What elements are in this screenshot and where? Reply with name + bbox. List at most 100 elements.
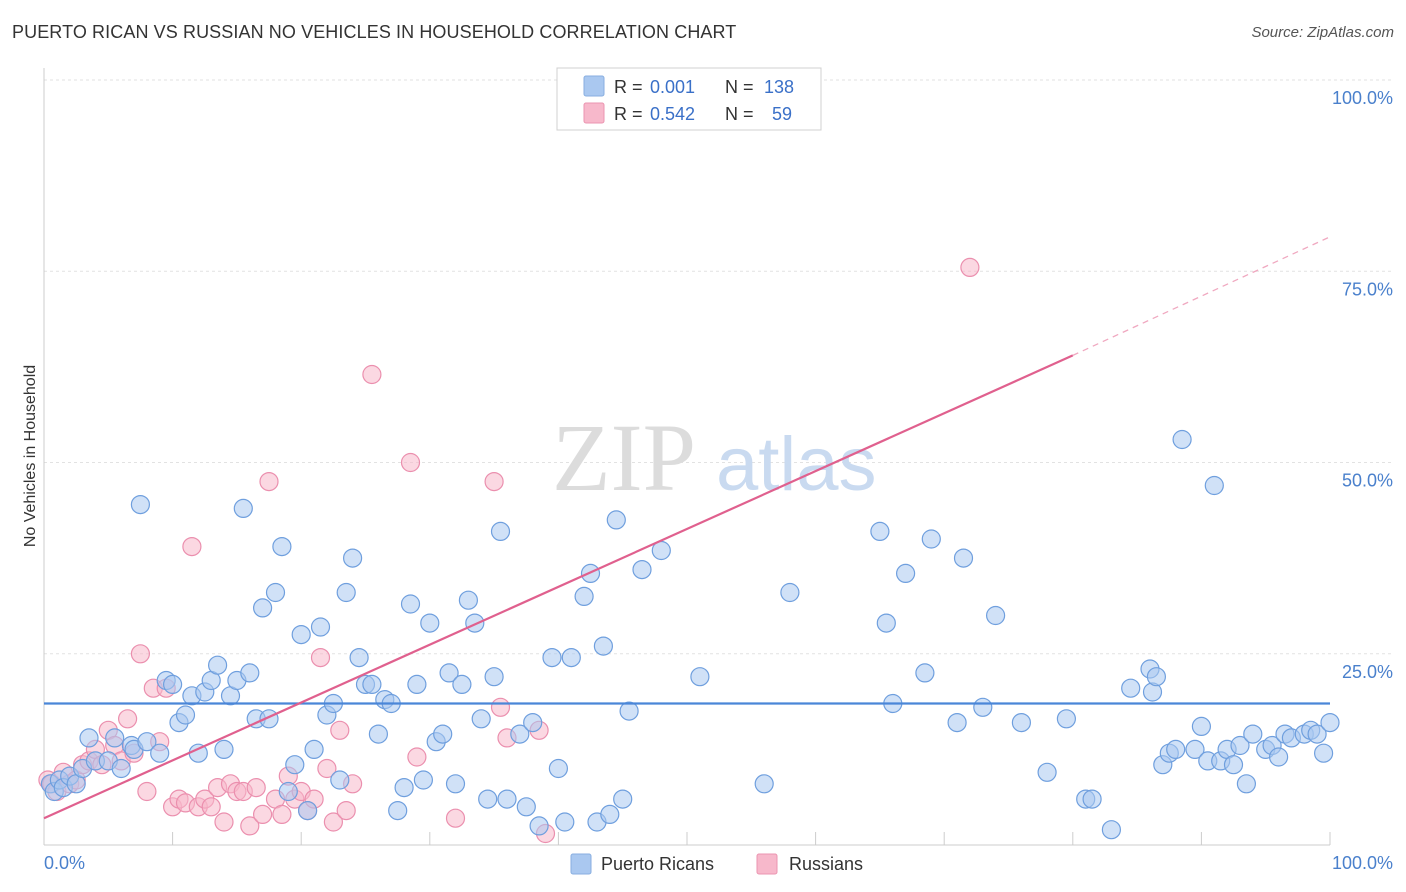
data-point-russian xyxy=(490,697,511,717)
data-point-puerto-rican xyxy=(330,770,350,790)
data-point-puerto-rican xyxy=(1172,429,1192,450)
data-point-puerto-rican xyxy=(79,728,99,748)
data-point-puerto-rican xyxy=(490,521,511,542)
data-point-russian xyxy=(259,472,279,492)
y-tick-label: 75.0% xyxy=(1342,279,1393,299)
trend-lines xyxy=(43,236,1331,820)
trend-line-russians xyxy=(43,354,1074,820)
watermark-zip: ZIP xyxy=(552,404,696,511)
data-point-puerto-rican xyxy=(452,674,472,695)
data-point-puerto-rican xyxy=(921,529,941,549)
data-point-puerto-rican xyxy=(1236,774,1257,794)
data-point-russian xyxy=(182,536,202,557)
data-point-puerto-rican xyxy=(310,617,331,637)
data-point-puerto-rican xyxy=(458,590,478,610)
data-point-puerto-rican xyxy=(130,495,150,515)
data-point-puerto-rican xyxy=(1146,667,1167,687)
data-point-puerto-rican xyxy=(400,594,421,614)
data-point-puerto-rican xyxy=(163,674,183,695)
data-point-russian xyxy=(253,804,273,825)
data-point-puerto-rican xyxy=(1011,712,1032,733)
data-point-puerto-rican xyxy=(574,586,594,607)
data-point-russian xyxy=(117,709,138,729)
data-point-puerto-rican xyxy=(208,655,228,675)
data-point-puerto-rican xyxy=(336,582,356,603)
data-point-puerto-rican xyxy=(1056,709,1077,729)
data-point-puerto-rican xyxy=(593,636,614,656)
data-point-puerto-rican xyxy=(1185,739,1205,760)
data-point-puerto-rican xyxy=(445,774,466,794)
data-point-puerto-rican xyxy=(394,777,414,798)
watermark-atlas: atlas xyxy=(716,422,877,507)
data-point-puerto-rican xyxy=(548,758,569,779)
data-point-puerto-rican xyxy=(1121,678,1141,698)
data-point-puerto-rican xyxy=(619,701,639,721)
data-point-puerto-rican xyxy=(606,510,626,530)
data-point-russian xyxy=(137,781,157,802)
legend-bottom-label-puerto-ricans: Puerto Ricans xyxy=(601,854,714,874)
data-point-puerto-rican xyxy=(471,709,491,729)
legend-r-value: 0.001 xyxy=(650,77,695,97)
data-point-puerto-rican xyxy=(780,582,800,603)
data-point-russian xyxy=(201,797,221,817)
data-point-puerto-rican xyxy=(876,613,896,633)
data-point-puerto-rican xyxy=(1223,755,1244,775)
data-point-puerto-rican xyxy=(947,712,967,733)
data-point-puerto-rican xyxy=(272,536,292,557)
data-point-puerto-rican xyxy=(388,800,408,821)
data-point-puerto-rican xyxy=(510,724,530,744)
data-point-russian xyxy=(246,777,266,798)
y-tick-label: 100.0% xyxy=(1332,88,1393,108)
legend-n-value: 59 xyxy=(772,104,792,124)
x-tick-label: 0.0% xyxy=(44,853,85,873)
data-point-puerto-rican xyxy=(407,674,427,695)
trend-line-russians-extension xyxy=(1072,236,1331,356)
data-point-puerto-rican xyxy=(291,624,311,645)
legend-n-label: N = xyxy=(725,104,754,124)
data-point-russian xyxy=(323,812,343,832)
data-point-russian xyxy=(240,816,260,836)
data-point-puerto-rican xyxy=(613,789,633,809)
data-point-puerto-rican xyxy=(600,804,620,825)
data-point-russian xyxy=(272,804,292,825)
data-point-puerto-rican xyxy=(915,663,935,683)
data-point-puerto-rican xyxy=(1204,475,1224,496)
y-tick-label: 25.0% xyxy=(1342,662,1393,682)
data-point-russian xyxy=(960,257,980,277)
data-point-puerto-rican xyxy=(343,548,363,568)
data-point-puerto-rican xyxy=(1037,762,1057,782)
legend-swatch-russians xyxy=(583,102,605,124)
legend-bottom-label-russians: Russians xyxy=(789,854,863,874)
data-point-puerto-rican xyxy=(895,563,916,584)
axes xyxy=(43,68,1330,846)
data-point-puerto-rican xyxy=(555,812,575,832)
data-point-puerto-rican xyxy=(175,705,196,725)
data-point-puerto-rican xyxy=(478,789,498,809)
data-point-puerto-rican xyxy=(497,789,517,809)
chart-title: PUERTO RICAN VS RUSSIAN NO VEHICLES IN H… xyxy=(12,22,737,42)
data-point-puerto-rican xyxy=(1166,739,1186,760)
data-point-puerto-rican xyxy=(439,663,459,683)
x-tick-label: 100.0% xyxy=(1332,853,1393,873)
data-point-puerto-rican xyxy=(973,697,993,717)
data-point-puerto-rican xyxy=(516,797,536,817)
data-point-puerto-rican xyxy=(754,774,774,794)
data-point-puerto-rican xyxy=(349,647,369,668)
data-point-puerto-rican xyxy=(1191,716,1212,737)
data-point-russian xyxy=(445,808,466,828)
data-point-russian xyxy=(362,364,382,385)
tick-labels: 25.0% 50.0% 75.0% 100.0% 0.0% 100.0% xyxy=(44,88,1393,873)
data-point-puerto-rican xyxy=(413,770,433,790)
source-label: Source: ZipAtlas.com xyxy=(1251,24,1394,41)
data-point-russian xyxy=(214,812,234,832)
legend-r-value: 0.542 xyxy=(650,104,695,124)
y-tick-label: 50.0% xyxy=(1342,471,1393,491)
legend-bottom: Puerto Ricans Russians xyxy=(570,853,863,875)
data-point-puerto-rican xyxy=(304,739,324,760)
legend-n-label: N = xyxy=(725,77,754,97)
data-point-russian xyxy=(310,647,331,668)
data-point-puerto-rican xyxy=(233,498,253,518)
legend-r-label: R = xyxy=(614,104,643,124)
legend-swatch-puerto-ricans xyxy=(583,75,605,97)
data-point-puerto-rican xyxy=(433,724,453,744)
